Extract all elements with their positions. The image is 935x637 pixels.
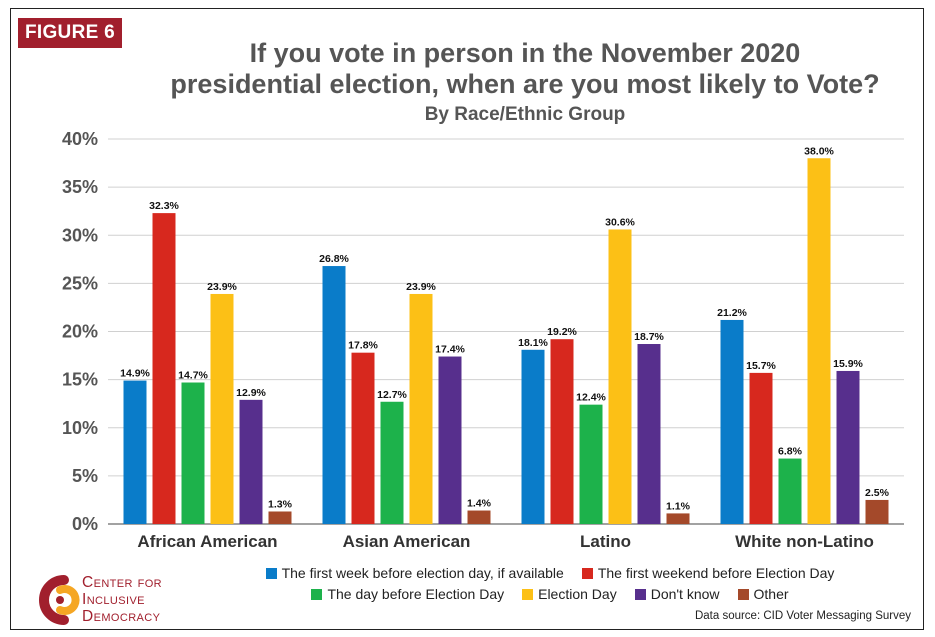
data-label: 1.3%: [268, 498, 293, 510]
bar: [210, 293, 234, 524]
legend-swatch: [522, 588, 534, 600]
chart-title-line-2: presidential election, when are you most…: [170, 69, 880, 99]
bar: [152, 213, 176, 525]
bar: [778, 458, 802, 524]
bar: [666, 513, 690, 524]
data-label: 18.1%: [518, 337, 548, 349]
data-label: 19.2%: [547, 326, 577, 338]
x-category-label: Latino: [580, 532, 631, 551]
x-category-label: African American: [137, 532, 277, 551]
data-label: 32.3%: [149, 200, 179, 212]
data-label: 12.4%: [576, 392, 606, 404]
data-label: 38.0%: [804, 145, 834, 157]
y-tick-label: 15%: [62, 370, 98, 390]
legend-label: The first week before election day, if a…: [281, 565, 564, 581]
data-label: 23.9%: [406, 281, 436, 293]
data-label: 14.7%: [178, 370, 208, 382]
legend-swatch: [265, 567, 277, 579]
bar: [322, 266, 346, 524]
legend-item-election-day: Election Day: [522, 586, 617, 602]
logo-line-3: Democracy: [82, 608, 161, 625]
legend-swatch: [737, 588, 749, 600]
data-label: 23.9%: [207, 281, 237, 293]
cid-logo-icon: [39, 575, 80, 625]
legend-label: Don't know: [650, 586, 720, 602]
data-label: 15.9%: [833, 358, 863, 370]
bar: [521, 349, 545, 524]
data-label: 12.7%: [377, 389, 407, 401]
bar: [550, 339, 574, 524]
y-tick-label: 35%: [62, 177, 98, 197]
logo-line-1: Center for: [82, 574, 162, 591]
bar: [467, 510, 491, 524]
x-category-label: White non-Latino: [735, 532, 874, 551]
bar: [608, 229, 632, 524]
y-tick-label: 20%: [62, 322, 98, 342]
legend-item-dont-know: Don't know: [634, 586, 720, 602]
bar: [865, 499, 889, 524]
legend-label: The day before Election Day: [327, 586, 505, 602]
bar: [409, 293, 433, 524]
bar: [720, 319, 744, 524]
legend-item-other: Other: [737, 586, 789, 602]
legend-swatch: [581, 567, 593, 579]
legend-label: The first weekend before Election Day: [597, 565, 835, 581]
figure-badge: FIGURE 6: [18, 18, 122, 48]
bar: [579, 404, 603, 524]
data-source-note: Data source: CID Voter Messaging Survey: [694, 610, 911, 622]
chart-subtitle: By Race/Ethnic Group: [424, 104, 626, 125]
x-category-label: Asian American: [343, 532, 471, 551]
bar: [239, 399, 263, 524]
data-label: 2.5%: [865, 487, 890, 499]
bar: [438, 356, 462, 524]
data-label: 6.8%: [778, 446, 803, 458]
legend-item-first-week: The first week before election day, if a…: [265, 565, 564, 581]
bar: [181, 382, 205, 524]
y-tick-label: 40%: [62, 129, 98, 149]
data-label: 1.4%: [467, 498, 492, 510]
legend-label: Other: [753, 586, 789, 602]
data-label: 17.8%: [348, 340, 378, 352]
chart-title-line-1: If you vote in person in the November 20…: [249, 38, 801, 68]
data-label: 26.8%: [319, 253, 349, 265]
legend-row-1: The first week before election day, if a…: [200, 565, 900, 581]
y-tick-label: 10%: [62, 418, 98, 438]
logo-wordmark: Center for Inclusive Democracy: [82, 574, 162, 625]
data-label: 15.7%: [746, 360, 776, 372]
bar: [807, 158, 831, 524]
bar: [380, 401, 404, 524]
y-tick-label: 25%: [62, 273, 98, 293]
data-label: 14.9%: [120, 368, 150, 380]
legend-swatch: [634, 588, 646, 600]
bar: [123, 380, 147, 524]
data-label: 17.4%: [435, 344, 465, 356]
bar-chart: 0% 5% 10% 15% 20% 25% 30% 35% 40% 14.9% 32.3% 14.7%…: [62, 129, 904, 551]
data-label: 18.7%: [634, 331, 664, 343]
y-tick-label: 30%: [62, 225, 98, 245]
data-label: 12.9%: [236, 387, 266, 399]
legend-row-2: The day before Election Day Election Day…: [200, 586, 900, 602]
bar: [836, 370, 860, 524]
y-tick-label: 5%: [72, 466, 98, 486]
data-label: 21.2%: [717, 307, 747, 319]
bar: [268, 511, 292, 524]
data-label: 30.6%: [605, 216, 635, 228]
legend-item-day-before: The day before Election Day: [311, 586, 504, 602]
legend-label: Election Day: [538, 586, 617, 602]
legend-item-first-weekend: The first weekend before Election Day: [581, 565, 835, 581]
bar: [749, 372, 773, 524]
y-tick-label: 0%: [72, 514, 98, 534]
data-label: 1.1%: [666, 500, 691, 512]
legend-swatch: [311, 588, 323, 600]
bar: [637, 344, 661, 524]
bar: [351, 352, 375, 524]
logo-line-2: Inclusive: [82, 591, 145, 608]
